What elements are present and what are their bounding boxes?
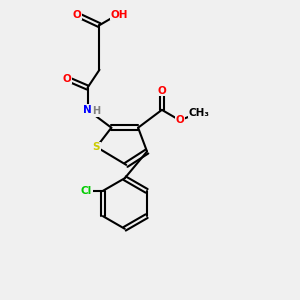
Text: O: O xyxy=(73,10,82,20)
Text: H: H xyxy=(92,106,100,116)
Text: Cl: Cl xyxy=(81,186,92,196)
Text: O: O xyxy=(158,85,166,96)
Text: S: S xyxy=(93,142,100,152)
Text: O: O xyxy=(175,115,184,125)
Text: CH₃: CH₃ xyxy=(188,108,209,118)
Text: N: N xyxy=(83,105,92,115)
Text: O: O xyxy=(62,74,71,84)
Text: OH: OH xyxy=(111,10,128,20)
